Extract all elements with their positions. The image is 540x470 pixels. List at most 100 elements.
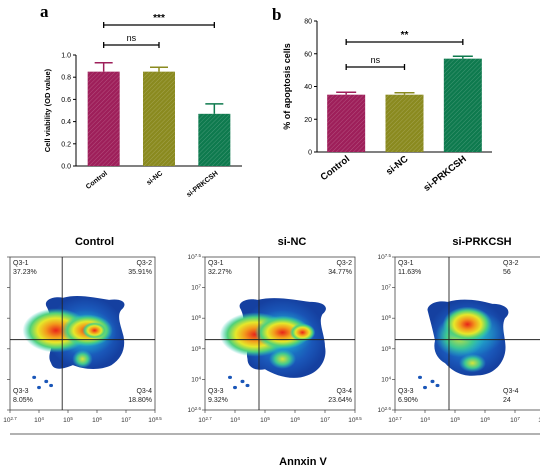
quadrant-name: Q3-1: [398, 260, 414, 267]
quadrant-percent: 34.77%: [328, 269, 352, 276]
quadrant-percent: 9.32%: [208, 397, 228, 404]
y-tick-label: 0.8: [61, 75, 71, 82]
y-tick-label: 106: [381, 314, 391, 323]
y-axis-title: Cell viability (OD value): [43, 68, 52, 152]
quadrant-percent: 24: [503, 397, 511, 404]
event-dot: [228, 375, 232, 379]
x-category-label: si-NC: [146, 170, 165, 187]
y-tick-exponent: 5: [388, 344, 391, 349]
x-category-label: si-PRKCSH: [186, 170, 220, 199]
density-plot: [418, 299, 509, 390]
event-dot: [37, 385, 41, 390]
y-tick-label: 107: [191, 283, 201, 292]
density-hotspot: [442, 306, 493, 342]
y-axis-title: % of apoptosis cells: [282, 43, 292, 130]
y-tick-label: 60: [304, 51, 312, 58]
x-tick-label: 107: [320, 416, 330, 425]
x-tick-label: 105: [63, 416, 73, 425]
bar-texture: [198, 113, 231, 166]
x-tick-exponent: 6: [99, 416, 102, 421]
x-tick-label: 104: [420, 416, 430, 425]
x-category-label: Control: [85, 170, 109, 191]
flow-x-axis-title: Annxin V: [279, 456, 327, 468]
panel-label-a: a: [40, 2, 49, 21]
quadrant-name: Q3-1: [13, 260, 29, 267]
y-tick-label: 107.5: [188, 253, 202, 262]
y-tick-exponent: 7: [388, 283, 391, 288]
density-hotspot: [82, 322, 107, 339]
x-tick-label: 107: [510, 416, 520, 425]
bar-texture: [443, 58, 482, 152]
quadrant-name: Q3-2: [136, 260, 152, 267]
quadrant-name: Q3-2: [503, 260, 519, 267]
y-tick-label: 0.6: [61, 97, 71, 104]
y-tick-label: 0.0: [61, 164, 71, 171]
event-dot: [430, 379, 435, 384]
x-tick-label: 104: [34, 416, 44, 425]
bar-texture: [385, 94, 424, 152]
y-tick-label: 104: [191, 375, 201, 384]
density-plot: [219, 298, 326, 390]
x-tick-exponent: 6: [487, 416, 490, 421]
x-tick-exponent: 8.5: [355, 416, 362, 421]
density-hotspot: [289, 323, 316, 342]
bar-chart-b: 0 20 40 60 80 Control si-NC si-PRKCSH ns ** % of a…: [282, 19, 492, 194]
density-hotspot: [254, 315, 311, 350]
flow-panel: si-NC Q3-1 32.27% Q3-2 34.77% Q3-3 9.32% Q3-4 23…: [188, 236, 363, 424]
x-tick-label: 105: [450, 416, 460, 425]
event-dot: [32, 375, 37, 379]
x-tick-exponent: 4: [237, 416, 240, 421]
x-tick-label: 102.7: [388, 416, 402, 425]
y-tick-label: 106: [191, 314, 201, 323]
x-tick-exponent: 5: [457, 416, 460, 421]
event-dot: [240, 379, 245, 384]
flow-panel-title: si-PRKCSH: [452, 236, 511, 248]
x-tick-label: 107: [121, 416, 131, 425]
x-category-label: Control: [319, 154, 352, 183]
bar-chart-a: 0.0 0.2 0.4 0.6 0.8 1.0 Control si-NC si-PRKCSH n…: [43, 13, 242, 199]
event-dot: [49, 383, 54, 388]
y-tick-exponent: 7.5: [195, 253, 202, 258]
y-tick-label: 1.0: [61, 53, 71, 60]
quadrant-name: Q3-3: [13, 388, 29, 395]
x-tick-exponent: 4: [41, 416, 44, 421]
quadrant-percent: 18.80%: [128, 397, 152, 404]
y-tick-label: 102.6: [378, 406, 392, 415]
x-tick-exponent: 2.7: [205, 416, 212, 421]
flow-panel: Control Q3-1 37.23% Q3-2 35.91% Q3-3 8.05% Q3-4…: [3, 236, 162, 424]
y-tick-exponent: 2.6: [385, 406, 392, 411]
flow-cytometry-panels: Control Q3-1 37.23% Q3-2 35.91% Q3-3 8.05% Q3-4…: [3, 236, 540, 435]
x-tick-label: 102.7: [198, 416, 212, 425]
density-hotspot: [459, 353, 486, 373]
significance-label: ns: [371, 55, 381, 65]
panel-label-b: b: [272, 5, 281, 24]
x-tick-exponent: 2.7: [395, 416, 402, 421]
y-tick-label: 0.2: [61, 141, 71, 148]
y-tick-exponent: 5: [198, 344, 201, 349]
quadrant-name: Q3-1: [208, 260, 224, 267]
y-tick-label: 105: [381, 344, 391, 353]
quadrant-name: Q3-4: [336, 388, 352, 395]
bar-texture: [327, 94, 366, 152]
x-tick-exponent: 7: [517, 416, 520, 421]
quadrant-name: Q3-3: [208, 388, 224, 395]
density-hotspot: [269, 349, 296, 369]
x-tick-label: 105: [260, 416, 270, 425]
density-hotspot: [72, 349, 93, 369]
y-tick-label: 0.4: [61, 119, 71, 126]
event-dot: [435, 383, 440, 388]
event-dot: [423, 385, 427, 390]
significance-label: ns: [127, 33, 137, 43]
x-tick-exponent: 8.5: [155, 416, 162, 421]
event-dot: [418, 375, 422, 379]
x-tick-exponent: 2.7: [10, 416, 17, 421]
y-tick-label: 107: [381, 283, 391, 292]
x-tick-exponent: 5: [70, 416, 73, 421]
y-tick-exponent: 6: [388, 314, 391, 319]
y-tick-label: 0: [308, 150, 312, 157]
x-tick-label: 102.7: [3, 416, 17, 425]
x-category-label: si-NC: [384, 154, 410, 178]
quadrant-percent: 6.90%: [398, 397, 418, 404]
x-tick-label: 108.5: [348, 416, 362, 425]
significance-label: ***: [153, 13, 165, 24]
